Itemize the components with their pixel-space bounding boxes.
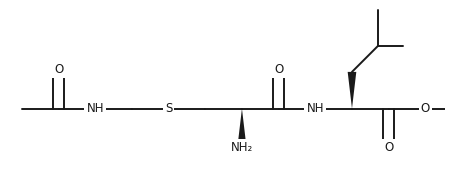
Text: S: S <box>165 102 172 115</box>
Text: NH: NH <box>306 102 324 115</box>
Polygon shape <box>238 109 246 145</box>
Polygon shape <box>348 72 356 109</box>
Text: O: O <box>384 141 393 154</box>
Text: O: O <box>274 63 283 76</box>
Text: NH: NH <box>87 102 104 115</box>
Text: O: O <box>54 63 63 76</box>
Text: NH₂: NH₂ <box>231 141 253 154</box>
Text: O: O <box>421 102 430 115</box>
